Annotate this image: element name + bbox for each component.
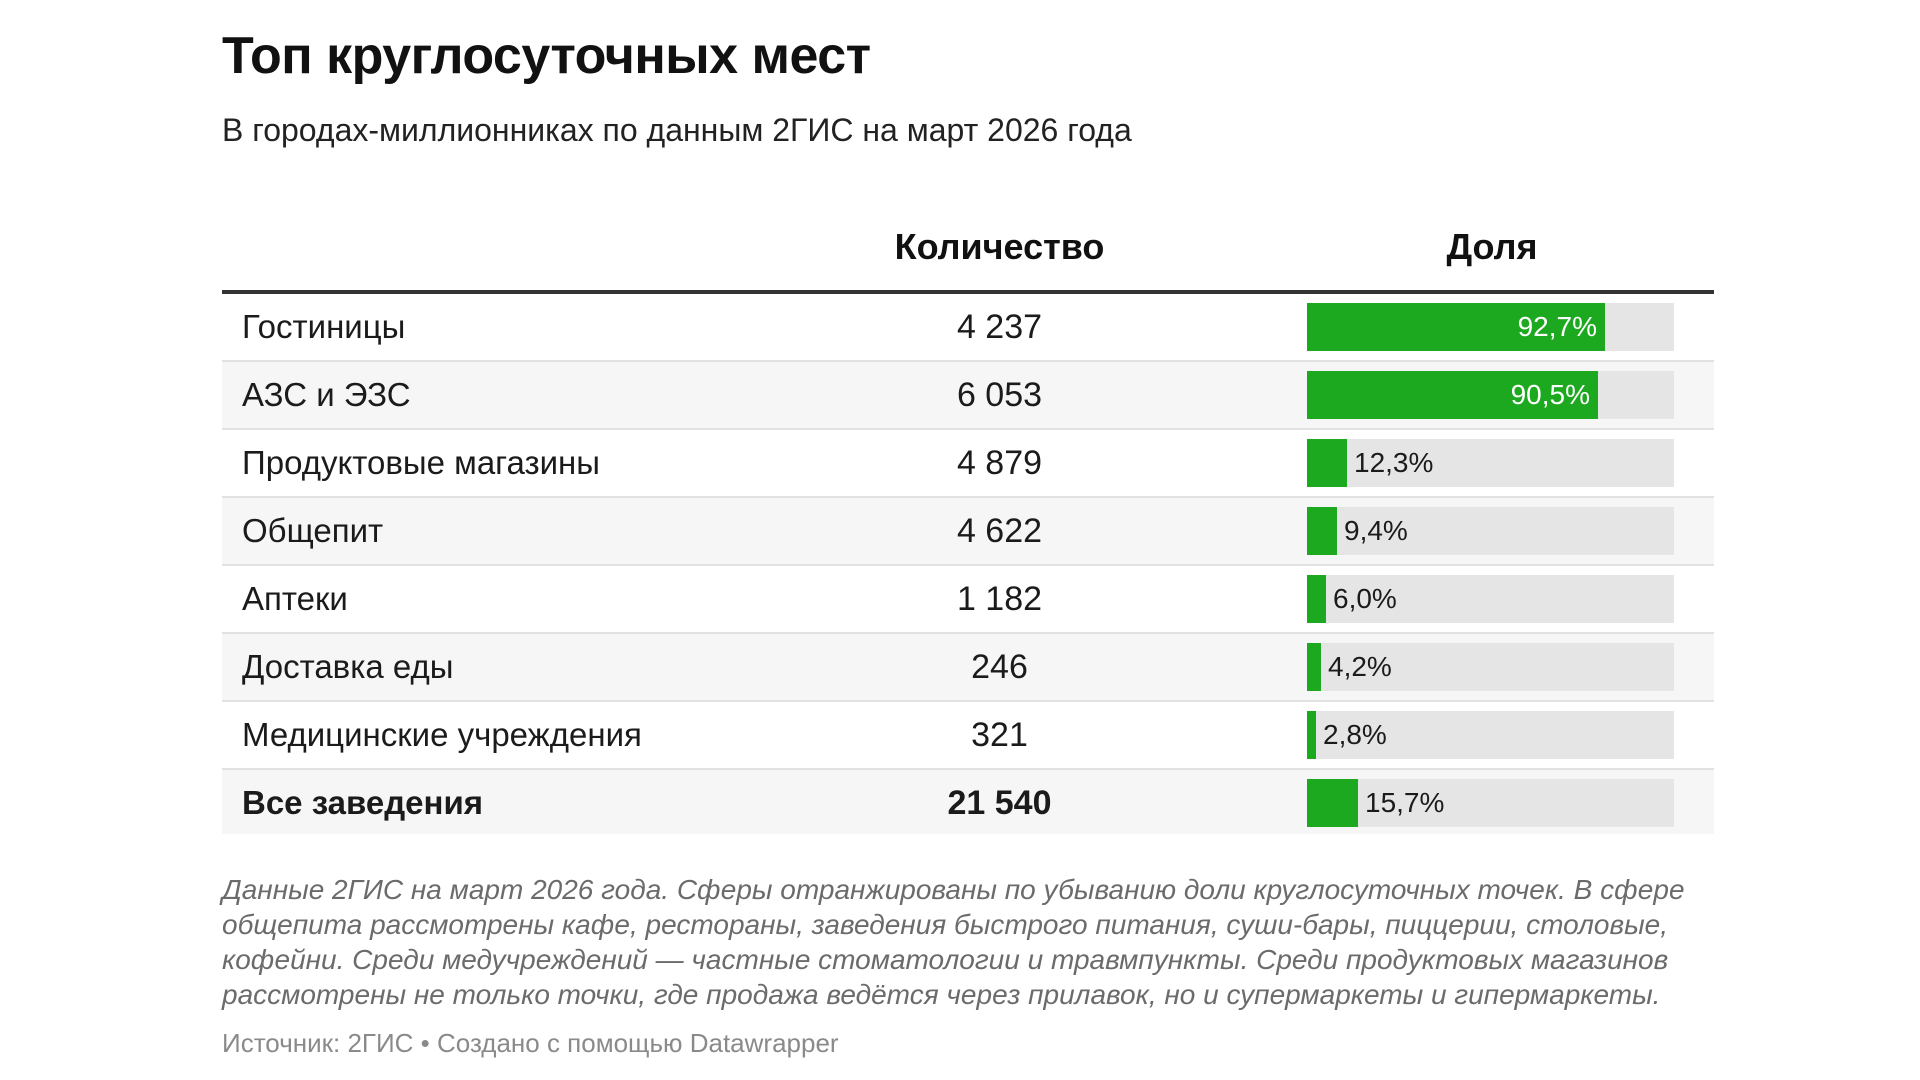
table-row: Общепит 4 622 9,4% [222, 498, 1714, 566]
row-count: 4 622 [956, 512, 1043, 550]
row-category: Гостиницы [242, 308, 406, 345]
share-label: 4,2% [1328, 651, 1392, 682]
row-count: 1 182 [956, 580, 1043, 618]
share-bar-track: 6,0% [1307, 575, 1674, 623]
share-bar-track: 12,3% [1307, 439, 1674, 487]
share-bar [1307, 439, 1347, 487]
column-header-share: Доля [1446, 226, 1538, 267]
share-bar-track: 9,4% [1307, 507, 1674, 555]
row-count: 321 [971, 716, 1028, 754]
row-count: 4 879 [956, 444, 1043, 482]
share-bar-track: 4,2% [1307, 643, 1674, 691]
table-row: Продуктовые магазины 4 879 12,3% [222, 430, 1714, 498]
table-row: Аптеки 1 182 6,0% [222, 566, 1714, 634]
table-body: Гостиницы 4 237 92,7% АЗС и ЭЗС 6 053 90,5% Пр… [222, 294, 1714, 834]
share-bar-track: 90,5% [1307, 371, 1674, 419]
table-row: Все заведения 21 540 15,7% [222, 770, 1714, 834]
table-row: Медицинские учреждения 321 2,8% [222, 702, 1714, 770]
share-bar [1307, 711, 1316, 759]
share-label: 12,3% [1354, 447, 1434, 478]
share-label: 6,0% [1333, 583, 1397, 614]
row-category: Аптеки [242, 580, 348, 617]
share-label: 92,7% [1517, 311, 1597, 342]
share-bar [1307, 507, 1337, 555]
share-bar [1307, 303, 1605, 351]
chart-title: Топ круглосуточных мест [222, 27, 871, 85]
share-bar-track: 92,7% [1307, 303, 1674, 351]
share-bar [1307, 643, 1321, 691]
table-row: Гостиницы 4 237 92,7% [222, 294, 1714, 362]
share-bar-track: 15,7% [1307, 779, 1674, 827]
row-category: Медицинские учреждения [242, 716, 642, 753]
row-category: Продуктовые магазины [242, 444, 600, 481]
row-count: 246 [971, 648, 1028, 686]
chart-source: Источник: 2ГИС • Создано с помощью Dataw… [222, 1028, 839, 1058]
row-count: 6 053 [956, 376, 1043, 414]
share-label: 2,8% [1323, 719, 1387, 750]
share-label: 15,7% [1365, 787, 1445, 818]
row-category: Все заведения [242, 784, 484, 821]
share-bar [1307, 779, 1358, 827]
column-header-count: Количество [894, 226, 1105, 267]
data-table: Количество Доля Гостиницы 4 237 92,7% АЗС и… [222, 212, 1714, 834]
table-header: Количество Доля [222, 212, 1714, 294]
row-category: АЗС и ЭЗС [242, 376, 411, 413]
chart-subtitle: В городах-миллионниках по данным 2ГИС на… [222, 112, 1132, 148]
row-category: Доставка еды [242, 648, 454, 685]
table-row: Доставка еды 246 4,2% [222, 634, 1714, 702]
row-count: 4 237 [956, 308, 1043, 346]
share-bar [1307, 575, 1326, 623]
share-label: 90,5% [1510, 379, 1590, 410]
table-row: АЗС и ЭЗС 6 053 90,5% [222, 362, 1714, 430]
share-bar [1307, 371, 1598, 419]
chart-notes: Данные 2ГИС на март 2026 года. Сферы отр… [222, 874, 1685, 1010]
share-label: 9,4% [1344, 515, 1408, 546]
share-bar-track: 2,8% [1307, 711, 1674, 759]
row-count: 21 540 [947, 784, 1052, 822]
row-category: Общепит [242, 512, 384, 549]
